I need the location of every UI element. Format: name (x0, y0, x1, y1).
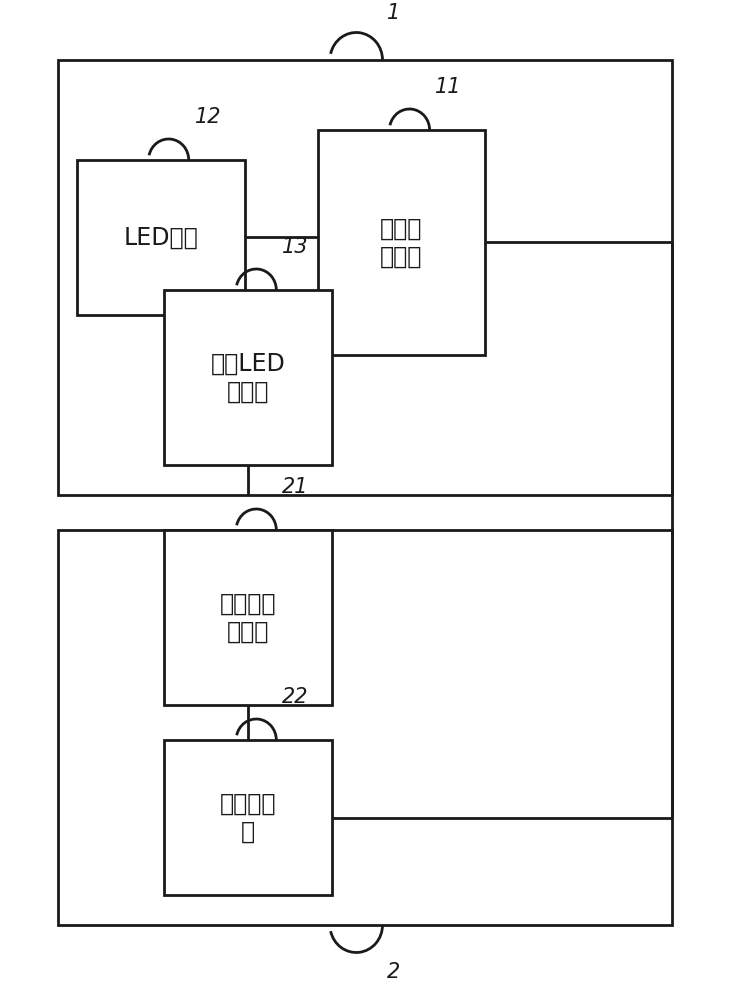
Text: 1: 1 (387, 3, 400, 23)
Text: 12: 12 (194, 107, 221, 127)
Bar (58, 60, 672, 495)
Bar (77, 160, 245, 315)
Text: 2: 2 (387, 962, 400, 982)
Bar (318, 130, 485, 355)
Bar (164, 290, 332, 465)
Bar (164, 740, 332, 895)
Text: 21: 21 (282, 477, 309, 497)
Bar (58, 530, 672, 925)
Text: LED光源: LED光源 (123, 225, 198, 249)
Text: 可控LED
图形码: 可控LED 图形码 (211, 352, 285, 403)
Text: 图形码识
别模块: 图形码识 别模块 (220, 592, 277, 643)
Text: 分组控制
器: 分组控制 器 (220, 792, 277, 843)
Text: 11: 11 (435, 77, 462, 97)
Bar (164, 530, 332, 705)
Text: 通信控
制模块: 通信控 制模块 (380, 217, 423, 268)
Text: 22: 22 (282, 687, 309, 707)
Text: 13: 13 (282, 237, 309, 257)
